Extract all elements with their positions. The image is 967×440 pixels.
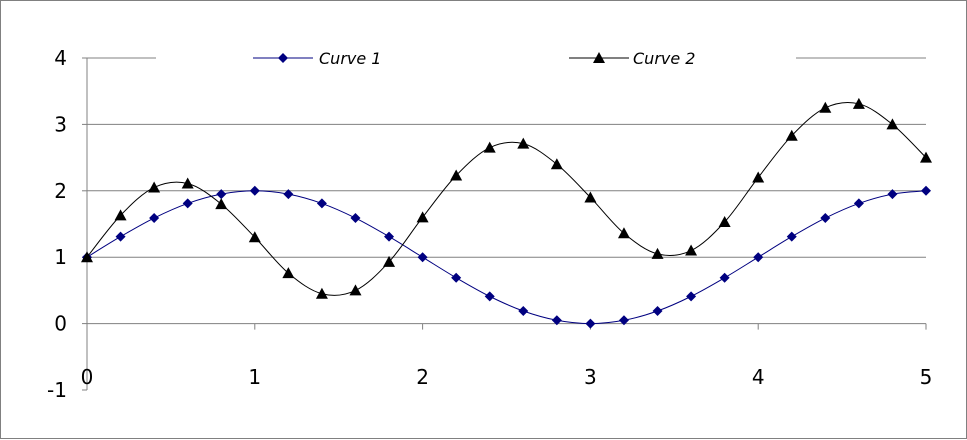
series-1-point [451, 272, 462, 283]
legend-marker [278, 53, 288, 63]
series-1-point [384, 231, 395, 242]
series-1-point [149, 213, 160, 224]
x-tick-label: 0 [81, 365, 94, 389]
series-2-point [752, 171, 765, 183]
series-2-point [81, 251, 93, 263]
series-1-point [518, 305, 529, 316]
series-2-point [550, 158, 563, 170]
y-tick-label: 0 [54, 312, 67, 336]
y-tick-label: 4 [54, 46, 67, 70]
x-tick-label: 4 [752, 365, 765, 389]
series-1-point [115, 231, 126, 242]
series-2-line [86, 101, 927, 296]
series-1-point [249, 185, 260, 196]
series-1-point [618, 315, 629, 326]
series-2-point [349, 284, 362, 296]
legend-label: Curve 1 [319, 49, 381, 68]
series-1-point [350, 213, 361, 224]
series-2-point [383, 255, 396, 267]
y-tick-label: -1 [47, 378, 67, 402]
series-2-point [450, 169, 463, 181]
series-1-point [853, 198, 864, 209]
series-2-point [617, 227, 630, 239]
series-2-point [416, 211, 429, 223]
series-2-point [685, 244, 698, 256]
series-2-point [215, 198, 228, 210]
x-tick-label: 1 [248, 365, 261, 389]
series-2-point [248, 231, 261, 243]
x-tick-label: 2 [416, 365, 429, 389]
series-1-point [753, 252, 764, 263]
series-1-point [283, 189, 294, 200]
legend-item-2: Curve 2 [569, 49, 695, 68]
series-1-point [484, 291, 495, 302]
series-group [81, 97, 932, 329]
series-1-point [585, 318, 596, 329]
series-1-point [182, 198, 193, 209]
y-tick-label: 2 [54, 179, 67, 203]
series-2-point [920, 151, 932, 163]
series-2-point [819, 101, 832, 113]
series-2-point [114, 209, 127, 221]
series-2-point [148, 181, 161, 193]
series-1-point [887, 189, 898, 200]
y-tick-label: 3 [54, 112, 67, 136]
legend-label: Curve 2 [633, 49, 695, 68]
series-1-point [652, 305, 663, 316]
series-2-point [584, 191, 597, 203]
series-1-point [686, 291, 697, 302]
series-1-point [417, 252, 428, 263]
series-1 [82, 185, 931, 329]
series-2-point [852, 97, 865, 109]
series-1-point [551, 315, 562, 326]
series-2-point [517, 137, 530, 149]
series-1-point [216, 189, 227, 200]
x-tick-label: 5 [920, 365, 933, 389]
gridlines [87, 57, 926, 258]
series-2-point [315, 287, 328, 299]
series-2-point [651, 247, 664, 259]
series-2 [81, 97, 932, 299]
legend-marker [593, 52, 605, 63]
series-2-point [785, 129, 798, 141]
x-tick-label: 3 [584, 365, 597, 389]
axes: 4 3 2 1 0 -1 0 1 2 3 4 5 [47, 46, 932, 402]
series-1-point [921, 185, 931, 196]
series-2-point [718, 216, 731, 228]
series-2-point [282, 267, 295, 279]
series-1-point [786, 231, 797, 242]
series-1-point [316, 198, 327, 209]
y-tick-label: 1 [54, 245, 67, 269]
series-1-point [820, 213, 831, 224]
legend: Curve 1 Curve 2 [253, 49, 695, 68]
series-2-point [181, 177, 194, 189]
series-2-point [483, 141, 496, 153]
series-1-point [719, 272, 730, 283]
legend-item-1: Curve 1 [253, 49, 381, 68]
series-2-point [886, 118, 899, 130]
